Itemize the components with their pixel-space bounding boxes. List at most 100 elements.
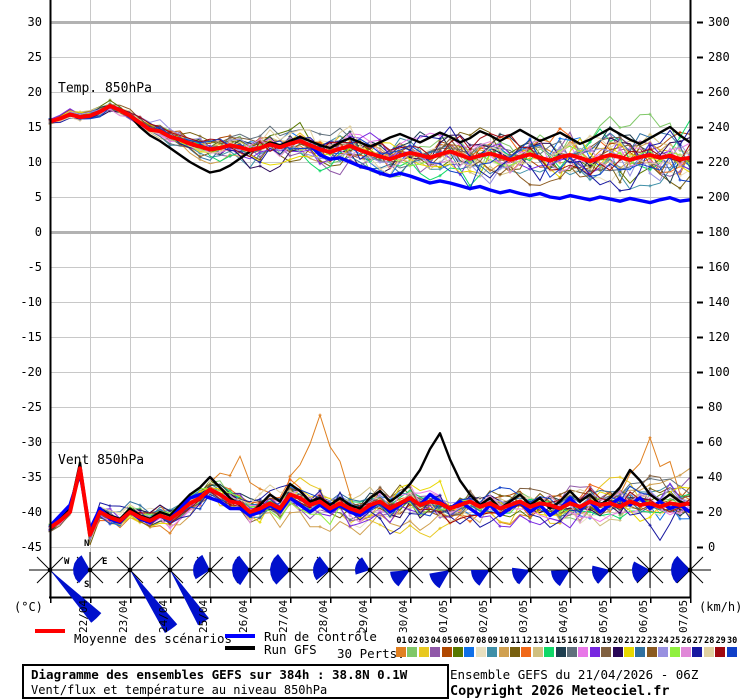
pert-key-item: 12 <box>521 636 532 657</box>
pert-number: 05 <box>441 636 453 646</box>
wind-axis-tick-label: 120 <box>708 330 730 344</box>
pert-key-item: 17 <box>578 636 589 657</box>
wind-axis-tick-label: 260 <box>708 85 730 99</box>
pert-color-swatch <box>681 647 691 657</box>
wind-axis-tick-label: 220 <box>708 155 730 169</box>
pert-color-swatch <box>635 647 646 657</box>
pert-key-item: 30 <box>726 636 738 657</box>
pert-color-swatch <box>715 647 726 657</box>
temp-axis-tick-label: -5 <box>27 260 42 274</box>
pert-number: 17 <box>578 636 590 646</box>
pert-number: 11 <box>510 636 521 646</box>
pert-color-swatch <box>669 647 680 657</box>
pert-key-item: 03 <box>418 636 430 657</box>
wind-axis-tick-label: 40 <box>708 470 723 484</box>
pert-number: 03 <box>419 636 430 646</box>
pert-number: 10 <box>498 636 510 646</box>
pert-key-item: 06 <box>453 636 464 657</box>
pert-number: 08 <box>476 636 487 646</box>
pert-color-swatch <box>475 647 486 657</box>
date-label: 24/04 <box>157 599 170 633</box>
mean-line-swatch <box>35 629 65 633</box>
pert-number: 22 <box>635 636 647 646</box>
pert-number: 12 <box>521 636 533 646</box>
pert-key-item: 28 <box>703 636 715 657</box>
pert-number: 13 <box>533 636 544 646</box>
pert-key-item: 13 <box>532 636 544 657</box>
date-label: 05/05 <box>597 599 610 633</box>
kmh-unit-label: (km/h) <box>699 600 740 614</box>
pert-color-swatch <box>658 647 669 657</box>
temp-axis-tick-label: 0 <box>34 225 42 239</box>
date-label: 22/04 <box>77 599 90 633</box>
pert-key-item: 16 <box>567 636 578 657</box>
pert-number: 26 <box>681 636 692 646</box>
gfs-line-swatch <box>225 646 255 650</box>
mean-legend-label: Moyenne des scénarios <box>74 631 233 646</box>
pert-key-item: 08 <box>475 636 487 657</box>
pert-color-swatch <box>612 647 623 657</box>
pert-color-swatch <box>646 647 657 657</box>
wind-axis-tick-label: 60 <box>708 435 723 449</box>
celsius-unit-label: (°C) <box>14 600 43 614</box>
temp-axis-tick-label: 25 <box>27 50 42 64</box>
wind-axis-tick-label: 100 <box>708 365 730 379</box>
pert-key-item: 29 <box>715 636 726 657</box>
pert-number: 30 <box>726 636 738 646</box>
temp-axis-tick-label: 15 <box>27 120 42 134</box>
pert-key-item: 26 <box>681 636 692 657</box>
pert-color-swatch <box>544 647 555 657</box>
date-label: 25/04 <box>197 599 210 633</box>
pert-key-item: 25 <box>669 636 681 657</box>
pert-color-swatch <box>578 647 589 657</box>
wind-axis-tick-label: 200 <box>708 190 730 204</box>
date-label: 03/05 <box>517 599 530 633</box>
pert-number: 15 <box>555 636 567 646</box>
pert-color-swatch <box>430 647 441 657</box>
date-label: 26/04 <box>237 599 250 633</box>
pert-color-swatch <box>703 647 714 657</box>
date-label: 29/04 <box>357 599 370 633</box>
pert-color-swatch <box>589 647 600 657</box>
pert-key-item: 18 <box>589 636 601 657</box>
pert-number: 28 <box>704 636 715 646</box>
temp-axis-tick-label: 20 <box>27 85 42 99</box>
pert-key-item: 14 <box>544 636 555 657</box>
pert-key-item: 23 <box>646 636 658 657</box>
pert-color-swatch <box>555 647 566 657</box>
temp-panel-title: Temp. 850hPa <box>58 81 152 96</box>
pert-key-item: 19 <box>601 636 612 657</box>
wind-axis-tick-label: 300 <box>708 15 730 29</box>
control-legend-label: Run de contrôle <box>264 629 377 644</box>
date-label: 27/04 <box>277 599 290 633</box>
wind-panel-title: Vent 850hPa <box>58 453 145 468</box>
pert-number: 21 <box>624 636 635 646</box>
copyright-text: Copyright 2026 Meteociel.fr <box>450 683 670 699</box>
temp-axis-tick-label: -35 <box>20 470 42 484</box>
temp-axis-tick-label: 30 <box>27 15 42 29</box>
wind-axis-tick-label: 280 <box>708 50 730 64</box>
compass-south-label: S <box>84 580 90 590</box>
pert-key-item: 01 <box>396 636 407 657</box>
pert-number: 01 <box>396 636 407 646</box>
pert-number: 27 <box>692 636 704 646</box>
pert-number: 02 <box>407 636 419 646</box>
pert-color-swatch <box>521 647 532 657</box>
temp-axis-tick-label: -10 <box>20 295 42 309</box>
compass-east-label: E <box>102 557 108 567</box>
diagram-info-box: Diagramme des ensembles GEFS sur 384h : … <box>22 664 449 699</box>
pert-key-item: 15 <box>555 636 567 657</box>
pert-color-swatch <box>453 647 463 657</box>
date-label: 01/05 <box>437 599 450 633</box>
wind-axis-tick-label: 160 <box>708 260 730 274</box>
date-label: 06/05 <box>637 599 650 633</box>
pert-number: 07 <box>464 636 476 646</box>
pert-key-item: 21 <box>624 636 635 657</box>
pert-key-item: 24 <box>658 636 669 657</box>
pert-number: 23 <box>647 636 658 646</box>
pert-color-swatch <box>624 647 634 657</box>
temp-axis-tick-label: 10 <box>27 155 42 169</box>
compass-north-label: N <box>84 539 90 549</box>
